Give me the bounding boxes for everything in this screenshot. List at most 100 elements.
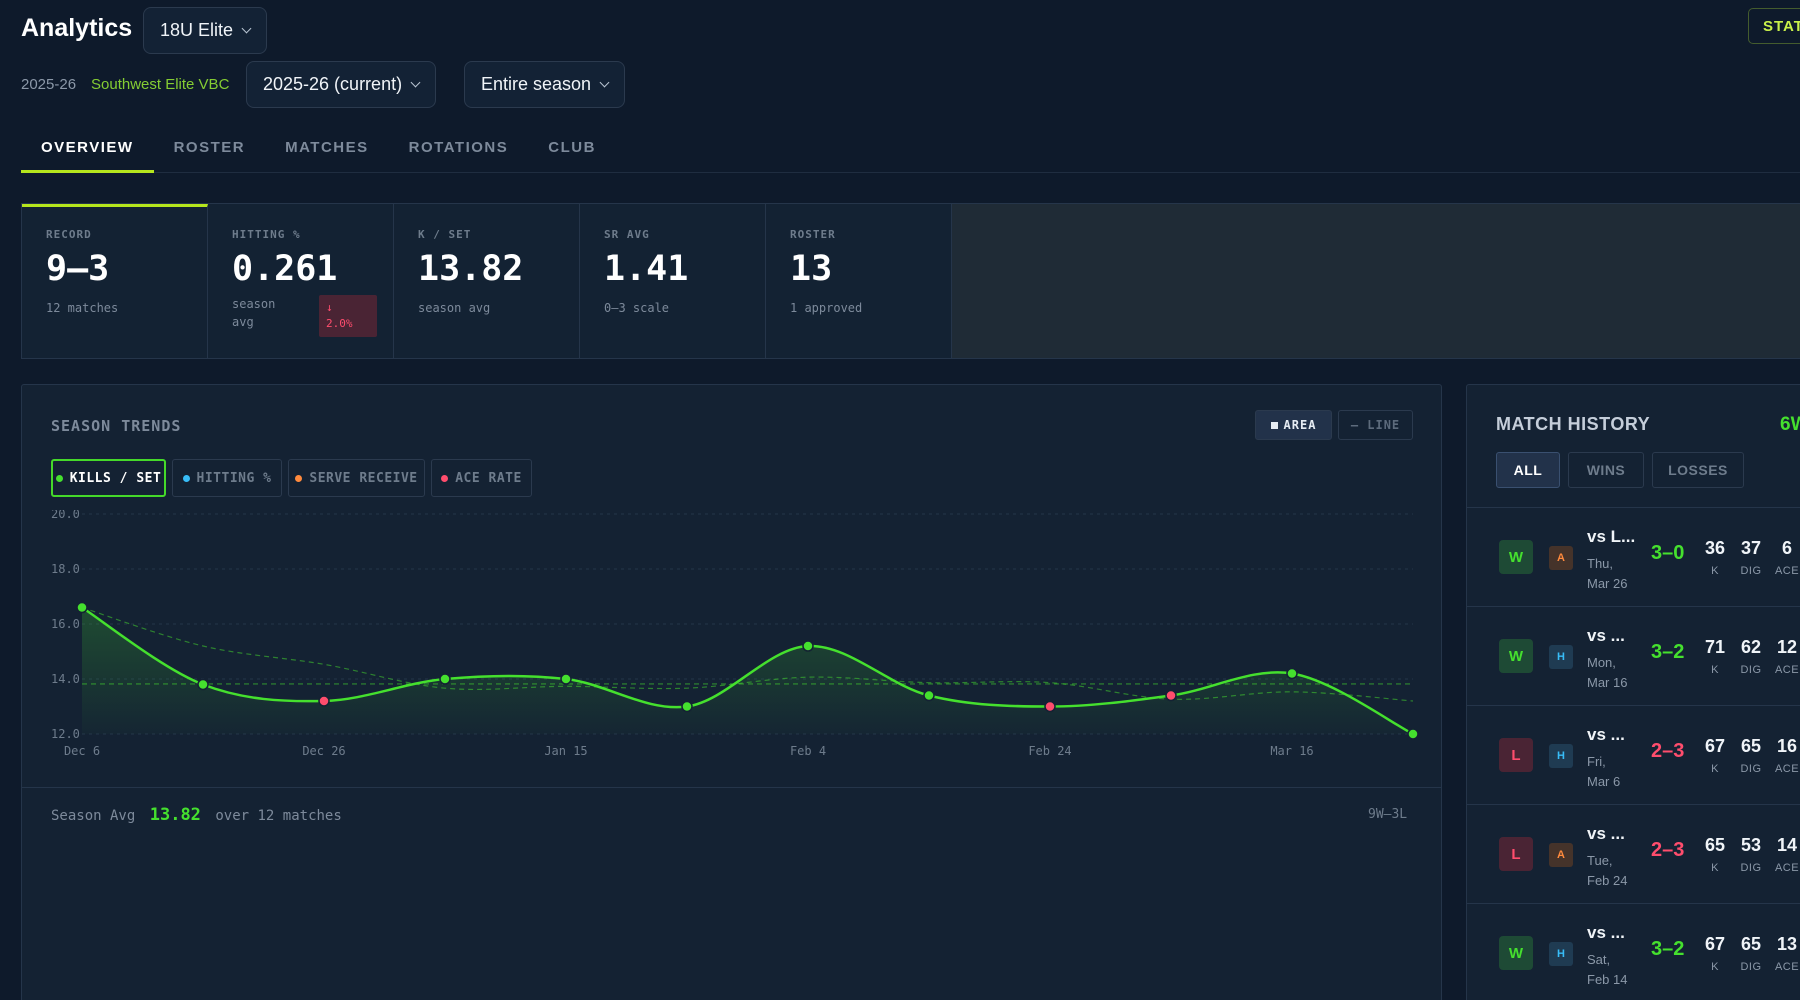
filter-all[interactable]: ALL <box>1496 452 1560 488</box>
line-view-toggle[interactable]: — LINE <box>1338 410 1413 440</box>
filter-losses[interactable]: LOSSES <box>1652 452 1744 488</box>
divider <box>22 787 1441 788</box>
stat-value: 53 <box>1740 835 1762 855</box>
stat-value: 13 <box>1776 934 1798 954</box>
range-select-value: Entire season <box>481 74 592 94</box>
kpi-hitting[interactable]: HITTING % 0.261 season avg ↓ 2.0% <box>208 204 394 358</box>
data-point <box>802 640 814 652</box>
stat-button[interactable]: STAT <box>1748 8 1800 44</box>
metric-serve-receive[interactable]: SERVE RECEIVE <box>288 459 425 497</box>
area-view-toggle[interactable]: AREA <box>1255 410 1332 440</box>
opponent-name: vs ... <box>1587 626 1625 645</box>
tab-rotations[interactable]: ROTATIONS <box>408 139 509 156</box>
opponent-name: vs ... <box>1587 824 1625 843</box>
kpi-label: ROSTER <box>790 228 836 241</box>
kpi-kills-per-set[interactable]: K / SET 13.82 season avg <box>394 204 580 358</box>
footer-prefix: Season Avg <box>51 808 136 824</box>
match-day-date: Mar 16 <box>1587 675 1628 690</box>
trend-chart[interactable]: 20.0 18.0 16.0 14.0 12.0 Dec 6 Dec 26 Jan 15 Feb… <box>22 510 1443 780</box>
toggle-label: AREA <box>1283 418 1317 432</box>
match-date: Sat, Feb 14 <box>1587 950 1643 990</box>
kills-stat: 36 K <box>1697 538 1733 577</box>
team-select[interactable]: 18U Elite <box>143 7 268 54</box>
stat-label: K <box>1711 664 1719 676</box>
data-point <box>1044 700 1056 713</box>
footer-suffix: over 12 matches <box>215 808 342 824</box>
chevron-down-icon <box>599 77 610 88</box>
stat-value: 65 <box>1704 835 1726 855</box>
aces-stat: 12 ACE <box>1769 637 1800 676</box>
digs-stat: 37 DIG <box>1733 538 1769 577</box>
stat-label: ACE <box>1774 862 1800 874</box>
rolling-average-line <box>81 606 1414 702</box>
digs-stat: 62 DIG <box>1733 637 1769 676</box>
data-point <box>76 601 88 614</box>
stat-value: 67 <box>1704 736 1726 756</box>
kpi-strip: RECORD 9–3 12 matches HITTING % 0.261 se… <box>21 203 1800 359</box>
match-day-date: Mar 26 <box>1587 576 1628 591</box>
stat-value: 65 <box>1740 736 1762 756</box>
tab-overview[interactable]: OVERVIEW <box>21 131 154 173</box>
y-tick-label: 12.0 <box>51 727 80 741</box>
metric-hitting[interactable]: HITTING % <box>172 459 282 497</box>
data-point <box>197 678 209 691</box>
stat-label: ACE <box>1774 565 1800 577</box>
win-count: 6W <box>1780 414 1800 435</box>
range-select[interactable]: Entire season <box>464 61 626 108</box>
kpi-roster[interactable]: ROSTER 13 1 approved <box>766 204 952 358</box>
stat-value: 37 <box>1740 538 1762 558</box>
match-date: Mon, Mar 16 <box>1587 653 1643 693</box>
arrow-down-icon: ↓ <box>326 301 333 314</box>
match-day-date: Feb 24 <box>1587 873 1628 888</box>
panel-title: SEASON TRENDS <box>51 417 182 435</box>
kpi-sr-avg[interactable]: SR AVG 1.41 0–3 scale <box>580 204 766 358</box>
result-badge: L <box>1499 738 1533 772</box>
tab-club[interactable]: CLUB <box>548 139 596 156</box>
y-tick-label: 20.0 <box>51 510 80 521</box>
match-day: Fri, <box>1587 754 1606 769</box>
match-day: Mon, <box>1587 655 1616 670</box>
result-badge: W <box>1499 936 1533 970</box>
season-select[interactable]: 2025-26 (current) <box>246 61 437 108</box>
club-link[interactable]: Southwest Elite VBC <box>91 76 230 93</box>
match-score: 3–2 <box>1651 641 1685 663</box>
chevron-down-icon <box>410 77 421 88</box>
kills-stat: 65 K <box>1697 835 1733 874</box>
series-line <box>81 606 1414 736</box>
stat-label: ACE <box>1774 961 1800 973</box>
kpi-value: 1.41 <box>604 249 689 289</box>
aces-stat: 16 ACE <box>1769 736 1800 775</box>
chevron-down-icon <box>241 23 252 34</box>
kpi-sub: 0–3 scale <box>604 301 670 315</box>
tab-matches[interactable]: MATCHES <box>285 139 369 156</box>
data-point <box>560 673 572 685</box>
kpi-value: 0.261 <box>232 249 338 289</box>
opponent-name: vs ... <box>1587 923 1625 942</box>
tab-roster[interactable]: ROSTER <box>173 139 246 156</box>
square-icon <box>1270 421 1278 429</box>
stat-label: DIG <box>1740 664 1762 676</box>
metric-ace-rate[interactable]: ACE RATE <box>431 459 532 497</box>
kpi-value: 9–3 <box>46 249 110 289</box>
result-badge: L <box>1499 837 1533 871</box>
digs-stat: 53 DIG <box>1733 835 1769 874</box>
aces-stat: 14 ACE <box>1769 835 1800 874</box>
location-badge: A <box>1549 546 1573 570</box>
x-tick-label: Dec 26 <box>302 744 345 758</box>
match-score: 2–3 <box>1651 740 1685 762</box>
stat-value: 14 <box>1776 835 1798 855</box>
kpi-record[interactable]: RECORD 9–3 12 matches <box>22 204 208 358</box>
dot-icon <box>182 474 190 482</box>
location-badge: A <box>1549 843 1573 867</box>
season-select-value: 2025-26 (current) <box>263 74 403 94</box>
metric-kills-per-set[interactable]: KILLS / SET <box>51 459 166 497</box>
kpi-sub: season avg <box>418 301 491 315</box>
x-tick-label: Dec 6 <box>64 744 100 758</box>
aces-stat: 6 ACE <box>1769 538 1800 577</box>
filter-wins[interactable]: WINS <box>1568 452 1644 488</box>
